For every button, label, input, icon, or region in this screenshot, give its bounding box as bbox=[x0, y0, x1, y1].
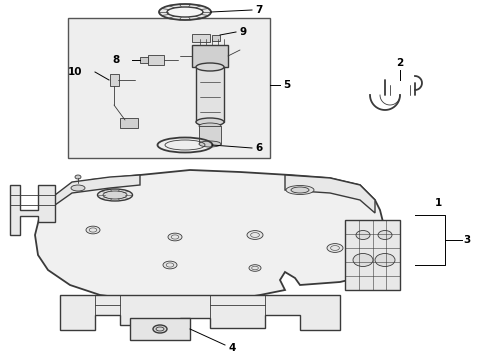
Ellipse shape bbox=[159, 4, 211, 20]
Ellipse shape bbox=[71, 185, 85, 191]
Ellipse shape bbox=[199, 141, 221, 147]
Text: 3: 3 bbox=[463, 235, 470, 245]
Polygon shape bbox=[35, 170, 385, 302]
Text: 1: 1 bbox=[435, 198, 442, 208]
Ellipse shape bbox=[247, 231, 263, 239]
Polygon shape bbox=[60, 295, 340, 330]
Bar bbox=[140, 57, 148, 63]
Text: 5: 5 bbox=[283, 80, 290, 90]
Bar bbox=[68, 18, 270, 158]
Ellipse shape bbox=[249, 265, 261, 271]
Ellipse shape bbox=[378, 230, 392, 239]
Text: 9: 9 bbox=[239, 27, 246, 37]
Bar bbox=[192, 45, 228, 67]
Ellipse shape bbox=[286, 185, 314, 194]
Ellipse shape bbox=[356, 230, 370, 239]
Ellipse shape bbox=[196, 118, 224, 126]
Ellipse shape bbox=[353, 253, 373, 266]
Ellipse shape bbox=[98, 189, 132, 201]
Ellipse shape bbox=[167, 7, 203, 17]
Text: 7: 7 bbox=[255, 5, 262, 15]
Polygon shape bbox=[55, 175, 140, 205]
Text: 4: 4 bbox=[228, 343, 235, 353]
Ellipse shape bbox=[86, 226, 100, 234]
Polygon shape bbox=[10, 185, 55, 235]
Ellipse shape bbox=[153, 325, 167, 333]
Ellipse shape bbox=[199, 123, 221, 129]
Ellipse shape bbox=[163, 261, 177, 269]
Bar bbox=[120, 118, 138, 128]
Text: 8: 8 bbox=[113, 55, 120, 65]
Text: 10: 10 bbox=[68, 67, 82, 77]
Bar bbox=[199, 126, 221, 144]
Bar bbox=[212, 35, 220, 41]
Ellipse shape bbox=[196, 63, 224, 71]
Text: 2: 2 bbox=[396, 58, 404, 68]
Bar bbox=[192, 34, 210, 42]
Bar bbox=[148, 55, 164, 65]
Ellipse shape bbox=[375, 253, 395, 266]
Bar bbox=[345, 220, 400, 290]
Ellipse shape bbox=[168, 233, 182, 241]
Bar bbox=[196, 67, 224, 122]
Ellipse shape bbox=[291, 187, 309, 193]
Ellipse shape bbox=[75, 175, 81, 179]
Ellipse shape bbox=[327, 244, 343, 252]
Bar bbox=[130, 318, 190, 340]
Bar bbox=[110, 74, 119, 86]
Text: 6: 6 bbox=[255, 143, 262, 153]
Ellipse shape bbox=[103, 191, 127, 199]
Polygon shape bbox=[285, 175, 375, 213]
